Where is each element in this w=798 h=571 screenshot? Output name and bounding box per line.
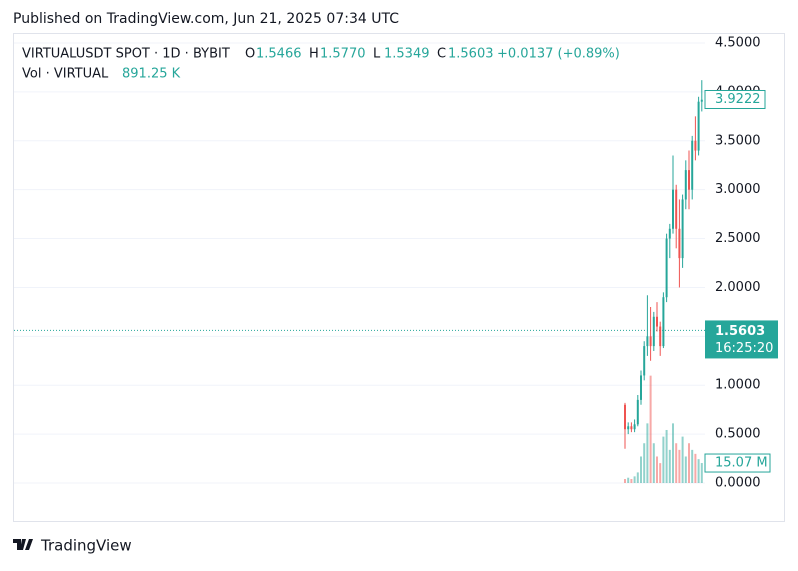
last-price-label: 1.5603: [715, 324, 765, 339]
y-tick-label: 2.5000: [715, 231, 761, 246]
y-tick-label: 4.5000: [715, 36, 761, 51]
volume-bar: [681, 436, 684, 483]
volume-bar: [659, 463, 662, 483]
candle-body: [678, 228, 681, 259]
volume-bar: [624, 479, 626, 483]
volume-bar: [640, 456, 642, 483]
ohlc-legend: O 1.5466 H 1.5770 L 1.5349 C 1.5603 +0.0137 (+0.…: [245, 47, 620, 62]
published: Published on TradingView.com, Jun 21, 20…: [13, 11, 399, 27]
volume-bar: [672, 423, 674, 483]
chart-frame: [13, 33, 785, 522]
chart: 0.00000.50001.00001.50002.00002.50003.00…: [14, 36, 778, 491]
ohlc-label: L: [373, 47, 381, 62]
volume-bar: [649, 375, 652, 483]
y-tick-label: 2.0000: [715, 280, 761, 295]
candle-body: [636, 399, 639, 425]
marker-box: [704, 89, 766, 109]
volume-title: Vol · VIRTUAL: [22, 67, 109, 82]
y-tick-label: 1.0000: [715, 378, 761, 393]
candle-body: [672, 189, 674, 229]
ohlc-value: 1.5603: [448, 47, 494, 62]
volume-bar: [694, 453, 697, 483]
volume-bar: [675, 443, 678, 483]
last-price-box: [705, 320, 778, 359]
candle-body: [630, 426, 633, 430]
volume-bar: [636, 472, 639, 483]
candle-body: [656, 316, 658, 327]
y-tick-label: 0.0000: [715, 476, 761, 491]
candle-body: [643, 346, 646, 376]
volume-bar: [646, 423, 649, 483]
candle-body: [697, 101, 700, 151]
volume-bar: [627, 477, 630, 483]
candle-body: [675, 189, 678, 229]
candle-body: [694, 140, 697, 151]
ohlc-value: 1.5349: [384, 47, 430, 62]
candle-body: [652, 316, 655, 347]
brand: TradingView: [40, 537, 132, 555]
ohlc-label: C: [437, 47, 446, 62]
volume-bar: [665, 429, 668, 483]
ohlc-label: H: [309, 47, 319, 62]
candle-body: [668, 228, 671, 239]
volume-bar: [668, 449, 671, 483]
y-tick-label: 3.0000: [715, 182, 761, 197]
candle-body: [624, 404, 626, 430]
candle-body: [700, 99, 703, 102]
candle-body: [649, 336, 652, 347]
change: +0.0137 (+0.89%): [497, 47, 620, 62]
volume-bar: [697, 459, 700, 483]
volume-bar: [684, 456, 687, 483]
volume-bar: [643, 443, 646, 483]
ohlc-value: 1.5466: [256, 47, 302, 62]
candle-body: [684, 170, 687, 200]
volume-box: [704, 453, 771, 473]
marker-label: 3.9222: [715, 92, 761, 107]
y-tick-label: 3.5000: [715, 133, 761, 148]
candle-body: [633, 424, 636, 430]
logo: [13, 539, 33, 550]
volume-bar: [700, 463, 703, 483]
symbol: VIRTUALUSDT SPOT · 1D · BYBIT: [22, 47, 230, 62]
volume-bar: [678, 449, 681, 483]
volume-bar: [652, 443, 655, 483]
candle-body: [688, 170, 690, 190]
volume-bar: [633, 476, 636, 483]
volume-last: 891.25 K: [122, 67, 181, 82]
ohlc-value: 1.5770: [320, 47, 366, 62]
candle-body: [659, 326, 662, 347]
volume-bar: [630, 479, 633, 483]
countdown: 16:25:20: [715, 341, 773, 356]
candle-body: [691, 140, 694, 190]
volume-axis-label: 15.07 M: [715, 456, 768, 471]
candle-body: [665, 238, 668, 298]
ohlc-label: O: [245, 47, 255, 62]
volume-bar: [691, 449, 694, 483]
candle-body: [627, 426, 630, 430]
candle-body: [662, 297, 665, 347]
volume-bar: [688, 443, 690, 483]
volume-bar: [662, 436, 665, 483]
volume-bar: [656, 456, 658, 483]
candle-body: [681, 199, 684, 259]
y-tick-label: 0.5000: [715, 427, 761, 442]
candle-body: [646, 336, 649, 347]
candle-body: [640, 375, 642, 400]
